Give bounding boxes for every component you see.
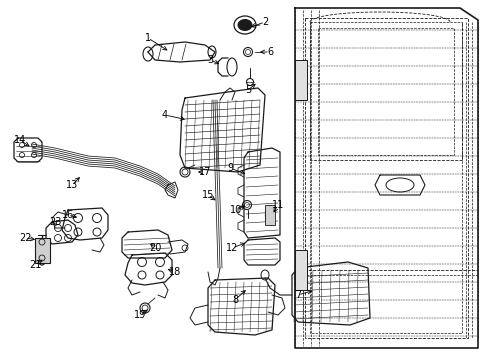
Text: 20: 20	[148, 243, 161, 253]
Text: 16: 16	[62, 210, 74, 220]
Text: 2: 2	[262, 17, 267, 27]
Text: 19: 19	[134, 310, 146, 320]
Bar	[294, 250, 306, 290]
Text: 14: 14	[14, 135, 26, 145]
Text: 4: 4	[162, 110, 168, 120]
Text: 15: 15	[202, 190, 214, 200]
Ellipse shape	[39, 248, 45, 262]
Bar	[35, 238, 50, 263]
Text: 21: 21	[29, 260, 41, 270]
Text: 9: 9	[226, 163, 233, 173]
Text: 22: 22	[19, 233, 31, 243]
Text: 6: 6	[266, 47, 272, 57]
Text: 17: 17	[199, 167, 211, 177]
Ellipse shape	[238, 19, 251, 31]
Text: 13: 13	[66, 180, 78, 190]
Text: 23: 23	[49, 217, 61, 227]
Text: 8: 8	[231, 295, 238, 305]
Text: 5: 5	[244, 85, 251, 95]
Text: 12: 12	[225, 243, 238, 253]
Text: 10: 10	[229, 205, 242, 215]
Text: 3: 3	[206, 55, 213, 65]
Text: 7: 7	[294, 290, 301, 300]
Text: 11: 11	[271, 200, 284, 210]
Bar	[294, 60, 306, 100]
Text: 1: 1	[144, 33, 151, 43]
Text: 18: 18	[168, 267, 181, 277]
Bar	[264, 205, 274, 225]
